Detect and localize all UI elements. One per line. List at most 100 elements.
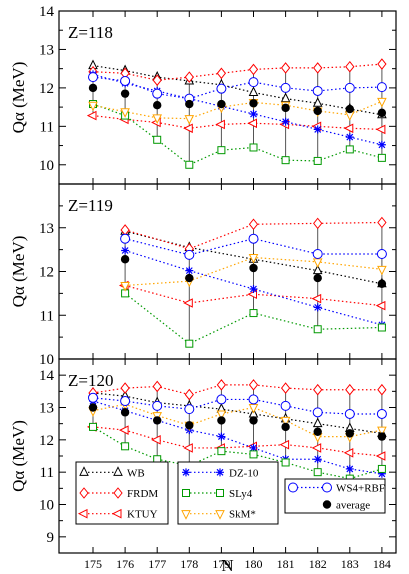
legend-label-average: average <box>336 500 370 512</box>
point-average <box>185 273 194 283</box>
point-skm <box>216 410 227 421</box>
point-ktuy <box>343 447 354 458</box>
legend-marker-ktuy <box>77 508 88 519</box>
point-dz-10 <box>313 303 322 312</box>
point-sly4 <box>377 464 386 473</box>
point-average <box>153 100 162 110</box>
y-tick-label: 14 <box>39 368 55 384</box>
point-average <box>153 416 162 425</box>
legend-marker-dz-10 <box>182 468 190 477</box>
series-line-dz-10 <box>92 73 383 146</box>
point-average <box>345 104 354 114</box>
point-skm <box>248 404 259 414</box>
point-skm <box>88 101 98 112</box>
point-ktuy <box>279 439 290 450</box>
point-average <box>185 421 194 430</box>
point-ws4-rbf <box>88 72 98 83</box>
point-ktuy <box>183 298 193 308</box>
panel-label: Z=119 <box>68 196 113 215</box>
series-line-wb <box>92 64 383 116</box>
point-wb <box>312 417 323 428</box>
point-ktuy <box>343 123 354 134</box>
point-dz-10 <box>185 266 194 275</box>
x-tick-label: 182 <box>309 557 327 571</box>
y-axis-label: Qα (MeV) <box>9 62 28 134</box>
panel-label: Z=118 <box>68 23 113 42</box>
point-average <box>313 273 322 283</box>
point-wb <box>280 92 291 103</box>
point-sly4 <box>217 146 226 155</box>
x-axis-label: N <box>221 556 233 574</box>
series-line-frdm <box>124 221 382 250</box>
legend-marker-sly4 <box>216 489 224 497</box>
point-dz-10 <box>345 133 354 142</box>
point-ws4-rbf <box>248 233 259 244</box>
point-ktuy <box>183 443 193 453</box>
legend-label-wb: WB <box>127 467 145 479</box>
point-sly4 <box>377 323 386 332</box>
legend-marker-ws4-rbf <box>288 482 298 493</box>
point-ws4-rbf <box>312 249 323 259</box>
point-sly4 <box>249 309 258 318</box>
point-ktuy <box>151 435 161 445</box>
x-tick-label: 175 <box>84 557 102 571</box>
point-skm <box>248 254 259 264</box>
legend-marker-sly4 <box>182 489 190 497</box>
point-ktuy <box>183 123 193 134</box>
point-ktuy <box>375 451 386 461</box>
point-ktuy <box>118 425 129 435</box>
point-average <box>281 103 290 113</box>
point-skm <box>120 282 130 292</box>
point-frdm <box>377 216 387 229</box>
point-ws4-rbf <box>376 249 387 259</box>
point-average <box>120 255 130 264</box>
y-tick-label: 14 <box>39 4 55 20</box>
point-dz-10 <box>377 140 386 149</box>
point-ktuy <box>247 118 257 129</box>
point-average <box>185 99 194 109</box>
point-ktuy <box>311 443 322 453</box>
point-skm <box>184 115 195 125</box>
y-tick-label: 13 <box>39 42 54 58</box>
point-average <box>249 416 258 425</box>
y-axis-label: Qα (MeV) <box>9 420 28 492</box>
series-line-skm <box>92 403 383 438</box>
point-ws4-rbf <box>120 75 131 86</box>
y-tick-label: 11 <box>40 465 54 481</box>
y-axis-label: Qα (MeV) <box>9 236 28 308</box>
series-line-ktuy <box>92 114 382 131</box>
legend-label-skm: SkM* <box>229 509 256 521</box>
point-sly4 <box>153 135 162 144</box>
point-average <box>377 279 387 288</box>
point-ws4-rbf <box>184 404 195 415</box>
legend-marker-wb <box>113 466 123 476</box>
legend-marker-dz-10 <box>216 468 224 477</box>
x-tick-label: 178 <box>180 557 198 571</box>
legend-label-dz-10: DZ-10 <box>229 467 259 479</box>
point-skm <box>120 108 130 118</box>
point-sly4 <box>313 468 322 477</box>
point-frdm <box>345 383 355 396</box>
point-frdm <box>248 63 259 76</box>
panel-z-118: 10 11 12 13 14 Z=118 Qα (MeV) <box>9 4 397 185</box>
point-ktuy <box>311 293 322 304</box>
point-frdm <box>313 62 323 74</box>
series-line-sly4 <box>92 426 383 480</box>
series-line-frdm <box>92 384 382 396</box>
point-sly4 <box>121 442 130 451</box>
point-wb <box>312 264 323 275</box>
point-ws4-rbf <box>152 400 163 411</box>
x-tick-label: 180 <box>245 557 263 571</box>
point-average <box>88 83 98 93</box>
point-frdm <box>120 382 130 394</box>
point-ws4-rbf <box>120 396 131 407</box>
panel-z-119: 10 11 12 13 Z=119 Qα (MeV) <box>9 183 397 368</box>
point-skm <box>377 426 387 437</box>
series-line-wb <box>92 392 382 434</box>
y-axis-label-text: Qα (MeV) <box>9 420 28 492</box>
point-ws4-rbf <box>88 392 98 403</box>
point-ws4-rbf <box>376 408 387 419</box>
x-tick-label: 176 <box>116 557 134 571</box>
point-ws4-rbf <box>216 394 227 405</box>
